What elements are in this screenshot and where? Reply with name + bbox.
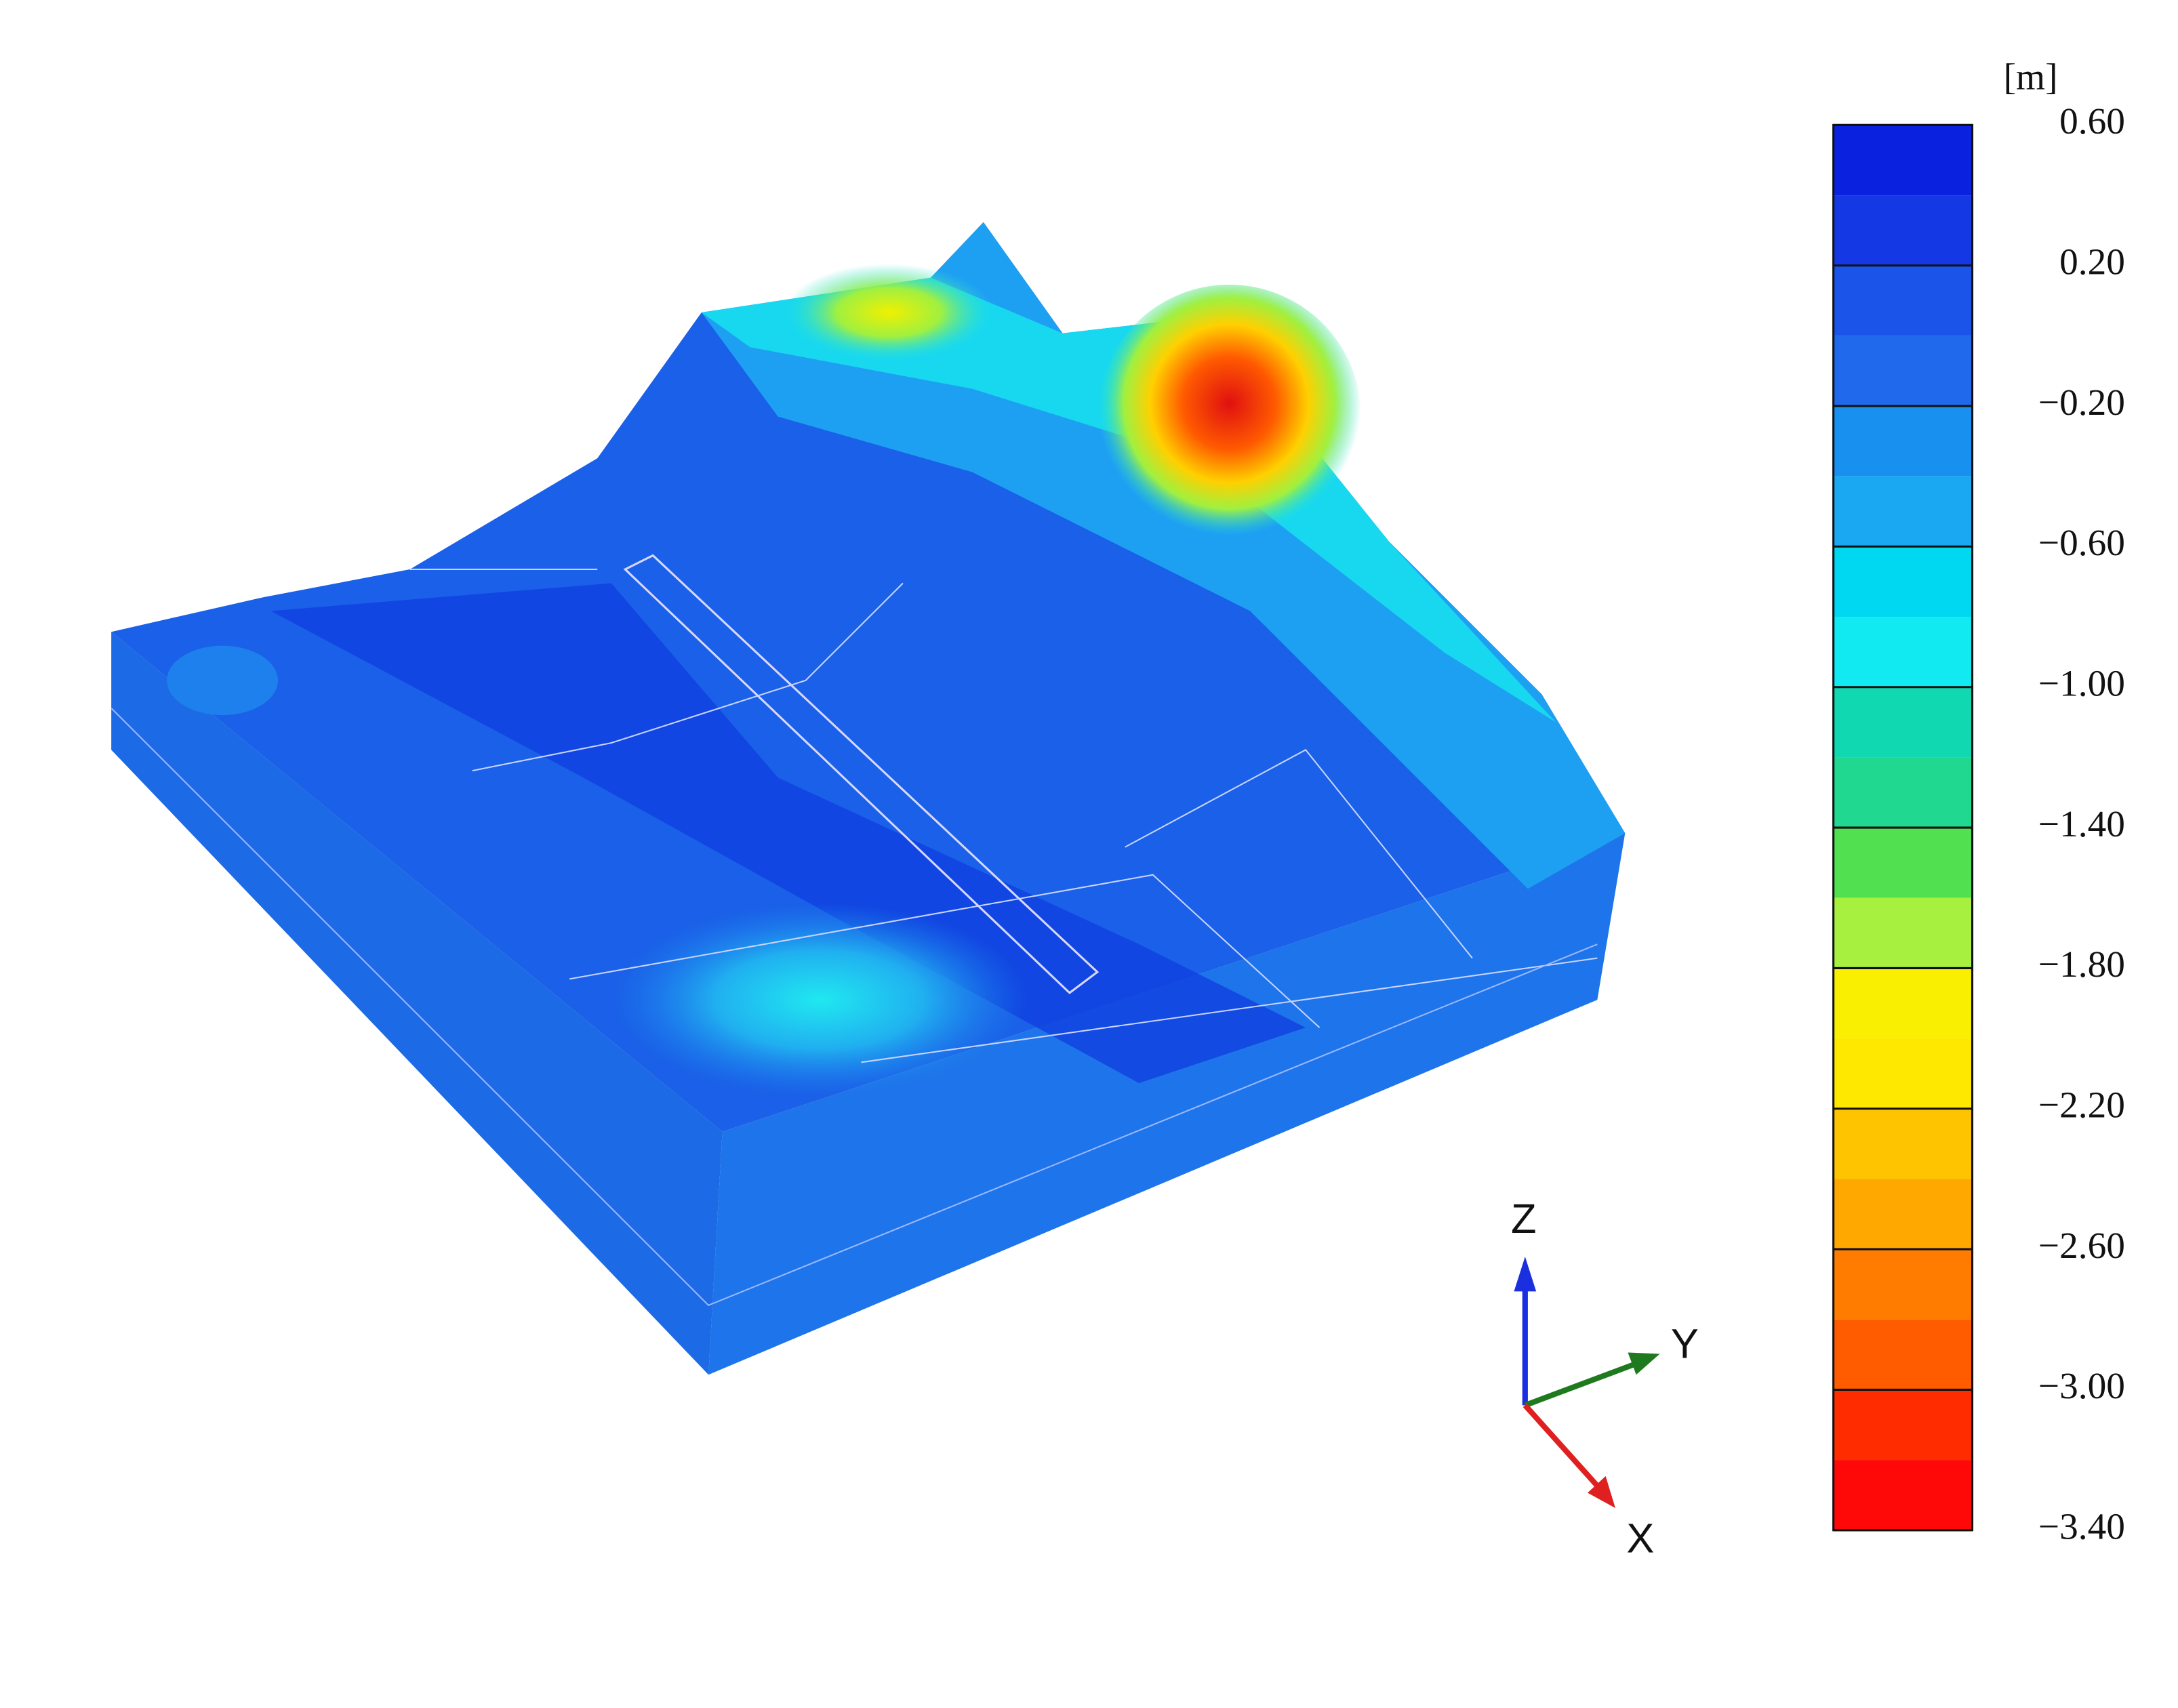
colorbar-band — [1833, 757, 1973, 828]
contour-peak — [1097, 285, 1362, 549]
layer-line — [110, 708, 1598, 1307]
colorbar: [m] 0.60 0.20 −0.20 −0.60 −1.00 −1.40 −1.80 −2.… — [1832, 56, 2125, 1547]
colorbar-tick-label: −1.80 — [2038, 943, 2125, 985]
colorbar-band — [1833, 968, 1973, 1039]
colorbar-tick-label: −3.00 — [2038, 1365, 2125, 1406]
y-label: Y — [1671, 1321, 1699, 1368]
colorbar-frame — [1832, 123, 1974, 1532]
colorbar-band — [1833, 1389, 1973, 1461]
colorbar-band — [1833, 687, 1973, 758]
colorbar-band — [1833, 265, 1973, 336]
colorbar-unit: [m] — [2004, 56, 2058, 98]
model-right-face — [708, 833, 1626, 1375]
colorbar-band — [1833, 195, 1973, 266]
model-left-face — [111, 632, 723, 1375]
colorbar-band — [1833, 1460, 1973, 1530]
colorbar-tick-label: −1.40 — [2038, 803, 2125, 845]
colorbar-band — [1833, 125, 1973, 196]
contour-band — [167, 645, 279, 716]
colorbar-band — [1833, 476, 1973, 547]
colorbar-band — [1833, 1108, 1973, 1179]
contour-band — [270, 583, 1306, 1084]
contour-band — [701, 222, 1626, 889]
colorbar-tick-label: −0.20 — [2038, 382, 2125, 423]
colorbar-band — [1833, 1319, 1973, 1390]
colorbar-band — [1833, 1038, 1973, 1109]
colorbar-band — [1833, 828, 1973, 898]
colorbar-band — [1833, 897, 1973, 969]
colorbar-tick-label: −2.20 — [2038, 1084, 2125, 1125]
y-arrow — [1628, 1352, 1660, 1375]
mesh-edge — [409, 568, 1598, 1063]
x-axis — [1522, 1403, 1600, 1488]
x-arrow — [1588, 1476, 1615, 1508]
colorbar-band — [1833, 406, 1973, 476]
colorbar-band — [1833, 1249, 1973, 1320]
y-axis — [1524, 1361, 1638, 1408]
colorbar-tick-label: 0.20 — [2059, 241, 2125, 282]
contour-band — [611, 902, 1028, 1097]
colorbar-tick-label: −3.40 — [2038, 1505, 2125, 1547]
contour-peak — [784, 264, 994, 361]
x-label: X — [1626, 1515, 1654, 1562]
colorbar-band — [1833, 546, 1973, 617]
colorbar-band — [1833, 1179, 1973, 1250]
axis-triad: Z Y X — [1511, 1196, 1699, 1562]
colorbar-band — [1833, 336, 1973, 407]
colorbar-tick-label: −2.60 — [2038, 1225, 2125, 1266]
tunnel-outline — [623, 554, 1100, 994]
colorbar-band — [1833, 617, 1973, 687]
model — [110, 222, 1626, 1375]
colorbar-tick-label: −1.00 — [2038, 662, 2125, 704]
colorbar-tick-label: 0.60 — [2059, 100, 2125, 142]
colorbar-tick-label: −0.60 — [2038, 522, 2125, 563]
z-label: Z — [1511, 1196, 1537, 1242]
z-arrow — [1514, 1257, 1537, 1292]
